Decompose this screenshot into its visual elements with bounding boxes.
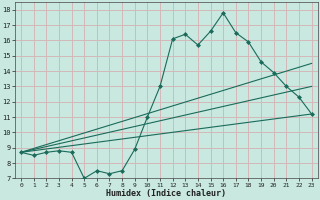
X-axis label: Humidex (Indice chaleur): Humidex (Indice chaleur) bbox=[106, 189, 226, 198]
